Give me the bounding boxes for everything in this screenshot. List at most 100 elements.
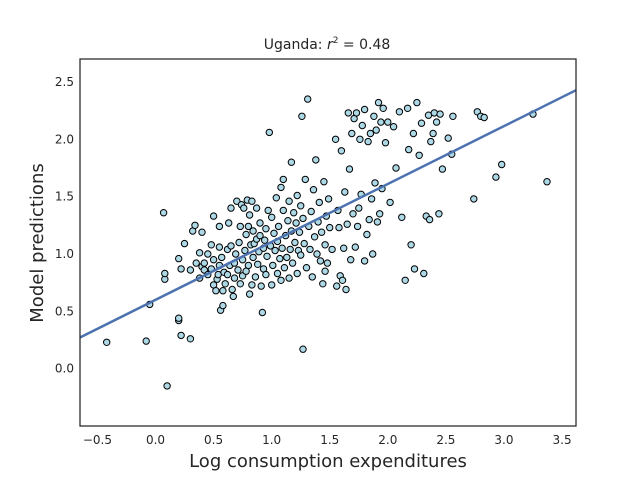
data-point-223 [436,110,444,118]
y-tick-label: 1.5 [55,190,74,204]
data-point-89 [262,270,270,279]
data-point-174 [351,243,359,251]
data-point-194 [376,210,384,218]
data-point-84 [257,282,265,290]
data-point-57 [236,280,245,288]
data-point-69 [245,290,254,298]
data-point-58 [236,222,245,231]
data-point-35 [215,243,224,251]
x-tick-label: 3.5 [553,433,572,447]
data-point-213 [417,119,426,127]
chart-title: Uganda: r2 = 0.48 [264,36,391,53]
data-point-203 [395,108,404,116]
data-point-118 [287,158,296,166]
data-point-187 [367,195,376,203]
data-point-27 [207,241,216,249]
data-point-142 [312,156,320,164]
data-point-134 [302,264,311,272]
data-point-53 [232,250,240,258]
data-point-29 [209,256,218,264]
data-point-16 [191,221,199,230]
data-point-148 [319,280,327,288]
data-point-166 [342,285,350,294]
data-point-63 [241,246,249,255]
data-point-164 [340,244,348,252]
data-point-149 [320,178,328,186]
data-point-133 [301,175,309,184]
y-tick-label: 0.0 [55,362,74,376]
data-point-108 [279,206,287,215]
data-point-208 [407,241,415,249]
data-point-23 [200,259,209,267]
data-point-128 [297,202,305,210]
data-point-0 [103,338,111,346]
data-point-222 [435,210,443,218]
x-tick-label: −0.5 [83,433,112,447]
data-point-104 [276,254,284,263]
data-point-197 [379,104,387,113]
data-point-19 [195,249,204,257]
data-point-5 [159,209,168,217]
x-tick-label: 3.0 [494,433,513,447]
x-tick-label: 2.0 [378,433,397,447]
data-point-209 [409,129,418,138]
data-point-147 [317,228,326,236]
data-point-12 [180,239,189,248]
data-point-204 [398,213,406,222]
plot-frame [79,58,577,427]
data-point-219 [429,129,437,138]
data-point-67 [244,261,253,270]
data-point-231 [480,113,488,122]
data-point-48 [227,204,235,212]
data-point-79 [252,204,261,212]
y-tick-label: 2.0 [55,132,74,146]
data-point-137 [306,245,314,254]
data-point-232 [492,173,500,181]
data-point-92 [264,206,272,215]
data-point-193 [374,98,383,107]
data-point-9 [177,331,185,340]
data-point-199 [384,118,392,126]
x-axis-label: Log consumption expenditures [189,451,467,472]
data-point-96 [268,213,276,222]
x-tick-label: 1.0 [262,433,281,447]
data-point-214 [420,269,428,278]
data-point-177 [355,204,363,212]
data-point-202 [392,164,400,172]
data-point-171 [348,129,356,138]
data-point-72 [248,281,256,289]
data-point-105 [277,276,285,284]
data-point-145 [315,198,323,207]
data-point-103 [274,222,283,231]
data-point-176 [353,222,362,231]
data-point-185 [365,215,373,224]
data-point-160 [335,223,343,232]
data-point-80 [254,260,262,268]
x-tick-label: 2.5 [436,433,455,447]
data-point-97 [269,261,277,270]
y-tick-label: 0.5 [55,304,74,318]
data-point-206 [403,104,412,113]
data-point-74 [249,253,257,262]
data-point-162 [337,147,346,155]
data-point-100 [272,194,280,202]
data-point-157 [331,135,340,144]
data-point-82 [256,231,264,240]
data-point-88 [261,236,269,244]
x-axis-ticks: −0.5 0.0 0.5 1.0 1.5 2.0 2.5 3.0 3.5 [83,433,572,447]
y-axis-ticks: 0.0 0.5 1.0 1.5 2.0 2.5 [55,75,74,376]
data-point-30 [209,212,218,220]
data-point-217 [425,215,434,224]
data-point-163 [338,276,347,284]
data-point-175 [352,109,361,117]
data-point-207 [405,145,413,154]
data-point-14 [186,266,195,274]
data-point-99 [271,246,279,255]
data-point-124 [293,191,301,200]
data-point-40 [219,287,227,295]
data-point-138 [307,207,315,216]
data-point-73 [248,197,256,205]
data-point-109 [279,175,287,184]
data-point-195 [377,118,385,126]
